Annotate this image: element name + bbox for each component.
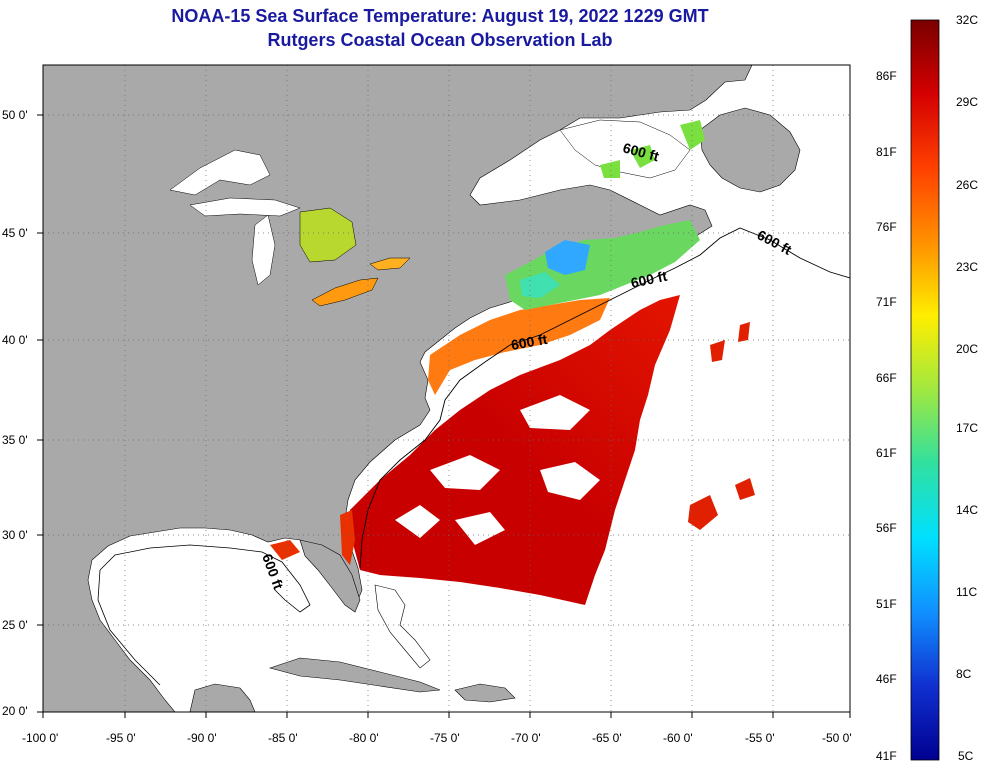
lon-label: -95 0' (106, 731, 136, 745)
lon-label: -55 0' (745, 731, 775, 745)
lon-label: -100 0' (22, 731, 59, 745)
colorbar-celsius-label: 26C (956, 178, 979, 192)
land-north-america (43, 65, 753, 712)
land-newfoundland (699, 107, 801, 193)
lat-label: 35 0' (2, 433, 28, 447)
lon-label: -70 0' (511, 731, 541, 745)
lat-label: 25 0' (2, 618, 28, 632)
lon-label: -85 0' (268, 731, 298, 745)
colorbar-fahrenheit-label: 46F (876, 672, 897, 686)
lake-erie (311, 277, 379, 307)
isobath-label-mid-atlantic: 600 ft (510, 331, 549, 353)
sst-open-ocean-patches (688, 322, 755, 530)
colorbar-celsius-label: 8C (956, 667, 972, 681)
gulf-shelf-contour (97, 544, 311, 686)
colorbar-fahrenheit-label: 86F (876, 69, 897, 83)
lat-label: 20 0' (2, 704, 28, 718)
colorbar-celsius-label: 14C (956, 503, 979, 517)
colorbar-celsius-label: 23C (956, 260, 979, 274)
lon-label: -80 0' (349, 731, 379, 745)
colorbar-celsius-label: 29C (956, 95, 979, 109)
lat-label: 30 0' (2, 528, 28, 542)
sst-warm-swath (350, 295, 680, 605)
map-title: NOAA-15 Sea Surface Temperature: August … (171, 6, 709, 26)
land-hispaniola (454, 683, 516, 703)
tick-marks (37, 114, 851, 718)
lon-label: -90 0' (187, 731, 217, 745)
lat-label: 45 0' (2, 226, 28, 240)
cloud-gap (395, 395, 600, 545)
colorbar-fahrenheit-label: 61F (876, 446, 897, 460)
bahamas-bank (374, 584, 431, 669)
sst-cold-patch (545, 240, 590, 275)
colorbar-fahrenheit-label: 51F (876, 597, 897, 611)
lon-label: -75 0' (430, 731, 460, 745)
colorbar-celsius-label: 32C (956, 13, 979, 27)
isobath-label-georges-bank: 600 ft (629, 268, 668, 291)
isobath-600ft-east (359, 227, 850, 569)
lon-label: -50 0' (822, 731, 852, 745)
colorbar-celsius-label: 20C (956, 342, 979, 356)
lon-label: -65 0' (592, 731, 622, 745)
lake-ontario (369, 257, 411, 271)
colorbar-celsius-label: 5C (958, 749, 974, 763)
lake-huron (299, 207, 357, 263)
lake-superior (189, 197, 301, 217)
lon-label: -60 0' (663, 731, 693, 745)
land-florida (299, 539, 361, 613)
colorbar-fahrenheit-label: 41F (876, 749, 897, 763)
colorbar (910, 19, 940, 761)
land-cuba (268, 657, 441, 693)
lake-michigan (251, 214, 276, 286)
colorbar-fahrenheit-label: 76F (876, 220, 897, 234)
lat-label: 50 0' (2, 108, 28, 122)
colorbar-fahrenheit-label: 56F (876, 521, 897, 535)
map-subtitle: Rutgers Coastal Ocean Observation Lab (267, 30, 613, 50)
lat-label: 40 0' (2, 333, 28, 347)
sst-florida-coast (270, 510, 355, 565)
colorbar-fahrenheit-label: 81F (876, 145, 897, 159)
sst-st-lawrence (600, 120, 705, 178)
map-frame (42, 64, 851, 713)
colorbar-fahrenheit-label: 66F (876, 371, 897, 385)
colorbar-celsius-label: 17C (956, 421, 979, 435)
colorbar-celsius-label: 11C (956, 585, 978, 599)
gulf-of-st-lawrence (559, 119, 691, 179)
colorbar-fahrenheit-label: 71F (876, 295, 897, 309)
sst-teal-band (520, 272, 560, 298)
hudson-bay-water (169, 149, 271, 196)
